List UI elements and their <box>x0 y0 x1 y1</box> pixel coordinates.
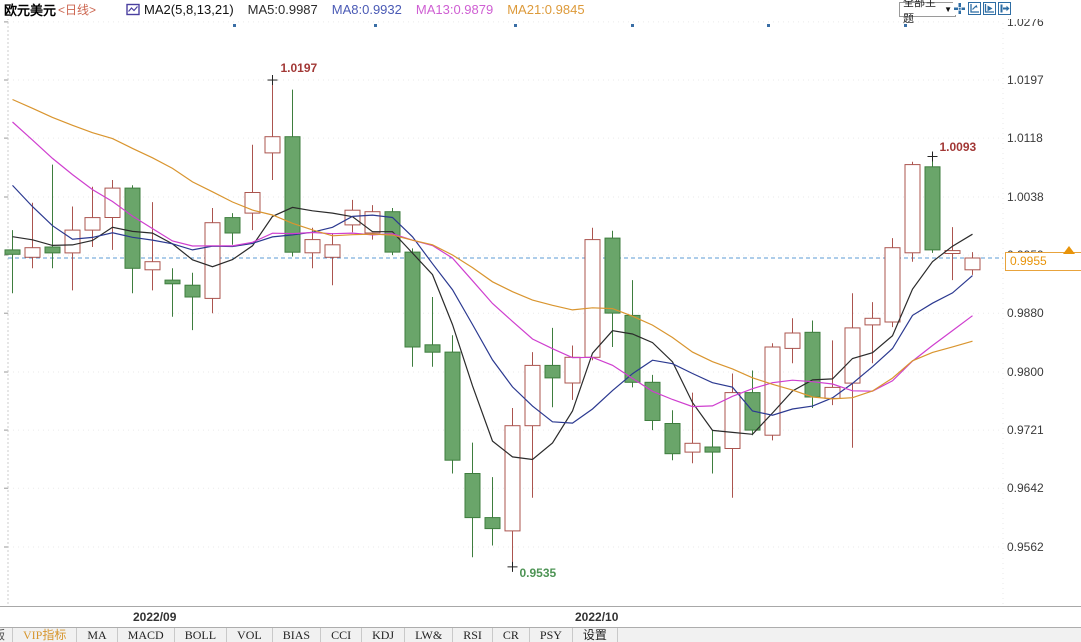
price-axis-label: 0.9721 <box>1007 423 1044 438</box>
price-annotation: 1.0197 <box>280 61 318 76</box>
ma-legend-item: MA13:0.9879 <box>415 2 494 17</box>
symbol-name: 欧元美元 <box>4 3 57 18</box>
chevron-down-icon: ▼ <box>944 5 952 14</box>
ma-legend-item: MA8:0.9932 <box>331 2 402 17</box>
toolbar-partial-tab[interactable]: 版 <box>0 628 13 642</box>
scale-right-button[interactable] <box>983 2 996 15</box>
price-annotation: 1.0093 <box>939 139 977 154</box>
toolbar-tab-VOL[interactable]: VOL <box>227 628 273 642</box>
indicator-params-label: MA2(5,8,13,21) <box>144 2 234 17</box>
toolbar-tab-设置[interactable]: 设置 <box>573 628 618 642</box>
move-icon <box>954 3 965 14</box>
price-axis-label: 1.0118 <box>1007 131 1043 146</box>
pan-right-icon <box>1000 4 1010 13</box>
ma-legend-item: MA5:0.9987 <box>247 2 318 17</box>
toolbar-tab-MA[interactable]: MA <box>77 628 118 642</box>
price-axis-label: 1.0197 <box>1007 73 1044 88</box>
price-annotation: 0.9535 <box>519 565 557 580</box>
date-axis-label: 2022/10 <box>575 610 619 624</box>
indicator-chart-icon <box>126 3 140 16</box>
ma-legend-item: MA21:0.9845 <box>507 2 585 17</box>
toolbar-tab-VIP指标[interactable]: VIP指标 <box>13 628 78 642</box>
period-label: <日线> <box>58 3 97 17</box>
fit-axes-button[interactable] <box>968 2 981 15</box>
toolbar-tab-LW&[interactable]: LW& <box>405 628 454 642</box>
price-axis-label: 0.9880 <box>1007 306 1044 321</box>
indicator-toolbar: 版 VIP指标MAMACDBOLLVOLBIASCCIKDJLW&RSICRPS… <box>0 627 1081 642</box>
toolbar-tab-BOLL[interactable]: BOLL <box>175 628 228 642</box>
price-axis-label: 0.9642 <box>1007 481 1044 496</box>
theme-dropdown[interactable]: 全部主题 ▼ <box>899 0 956 25</box>
toolbar-tab-PSY[interactable]: PSY <box>530 628 573 642</box>
price-axis-label: 1.0038 <box>1007 189 1044 204</box>
pan-right-button[interactable] <box>998 2 1011 15</box>
date-axis-label: 2022/09 <box>133 610 177 624</box>
toolbar-tab-KDJ[interactable]: KDJ <box>362 628 406 642</box>
toolbar-tab-MACD[interactable]: MACD <box>118 628 175 642</box>
header-bar: 欧元美元 <日线> MA2(5,8,13,21) MA5:0.9987 MA8:0… <box>0 0 1081 19</box>
toolbar-tab-CCI[interactable]: CCI <box>321 628 363 642</box>
price-axis-label: 0.9800 <box>1007 364 1044 379</box>
move-button[interactable] <box>953 2 966 15</box>
price-axis-label: 0.9562 <box>1007 540 1044 554</box>
ma-legend: MA5:0.9987 MA8:0.9932 MA13:0.9879 MA21:0.98… <box>234 2 585 17</box>
toolbar-tab-BIAS[interactable]: BIAS <box>273 628 322 642</box>
fit-axes-icon <box>970 4 979 13</box>
scale-right-icon <box>984 4 994 13</box>
theme-dropdown-label: 全部主题 <box>903 0 936 25</box>
toolbar-tab-CR[interactable]: CR <box>493 628 530 642</box>
current-price-label: 0.9955 <box>1005 252 1081 271</box>
toolbar-tab-RSI[interactable]: RSI <box>453 628 493 642</box>
date-axis-row: 2022/09 2022/10 <box>0 606 1081 628</box>
price-up-arrow-icon <box>1063 246 1075 254</box>
